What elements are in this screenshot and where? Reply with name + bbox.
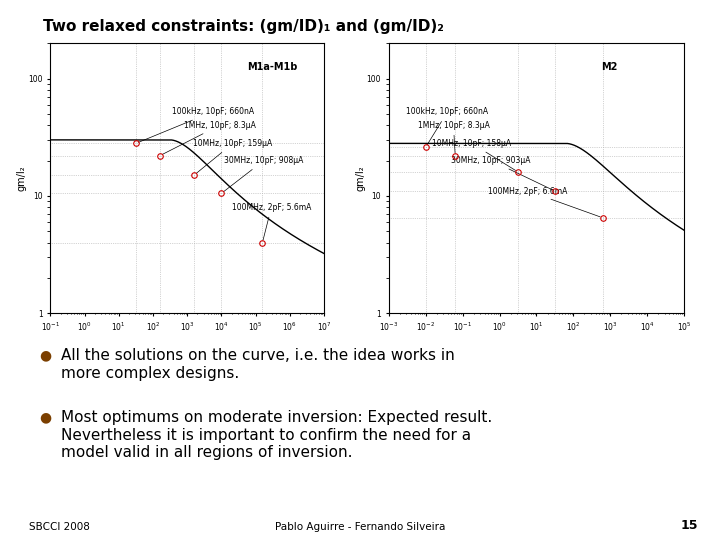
Text: 100kHz, 10pF; 660nA: 100kHz, 10pF; 660nA (406, 107, 489, 145)
Text: 10MHz, 10pF; 159μA: 10MHz, 10pF; 159μA (193, 139, 272, 173)
Text: 15: 15 (681, 519, 698, 532)
Text: ●: ● (40, 348, 52, 362)
Y-axis label: gm/I₂: gm/I₂ (17, 165, 27, 191)
Y-axis label: gm/I₂: gm/I₂ (355, 165, 365, 191)
Text: 1MHz, 10pF; 8.3μA: 1MHz, 10pF; 8.3μA (418, 121, 490, 153)
Text: Two relaxed constraints: (gm/ID)₁ and (gm/ID)₂: Two relaxed constraints: (gm/ID)₁ and (g… (43, 19, 444, 34)
Text: 30MHz, 10pF; 903μA: 30MHz, 10pF; 903μA (451, 156, 552, 190)
Text: All the solutions on the curve, i.e. the idea works in
more complex designs.: All the solutions on the curve, i.e. the… (61, 348, 455, 381)
Text: 30MHz, 10pF; 908μA: 30MHz, 10pF; 908μA (224, 156, 304, 192)
Text: ●: ● (40, 410, 52, 424)
Text: 100MHz, 2pF; 5.6mA: 100MHz, 2pF; 5.6mA (232, 202, 311, 240)
Text: 1MHz, 10pF; 8.3μA: 1MHz, 10pF; 8.3μA (162, 121, 256, 154)
Text: M1a-M1b: M1a-M1b (248, 62, 298, 72)
Text: 10MHz, 10pF; 158μA: 10MHz, 10pF; 158μA (432, 139, 516, 171)
Text: M2: M2 (601, 62, 618, 72)
Text: 100MHz, 2pF; 6.6mA: 100MHz, 2pF; 6.6mA (488, 186, 600, 217)
Text: 100kHz, 10pF; 660nA: 100kHz, 10pF; 660nA (138, 107, 253, 143)
Text: Pablo Aguirre - Fernando Silveira: Pablo Aguirre - Fernando Silveira (275, 522, 445, 532)
Text: Most optimums on moderate inversion: Expected result.
Nevertheless it is importa: Most optimums on moderate inversion: Exp… (61, 410, 492, 460)
Text: SBCCI 2008: SBCCI 2008 (29, 522, 90, 532)
